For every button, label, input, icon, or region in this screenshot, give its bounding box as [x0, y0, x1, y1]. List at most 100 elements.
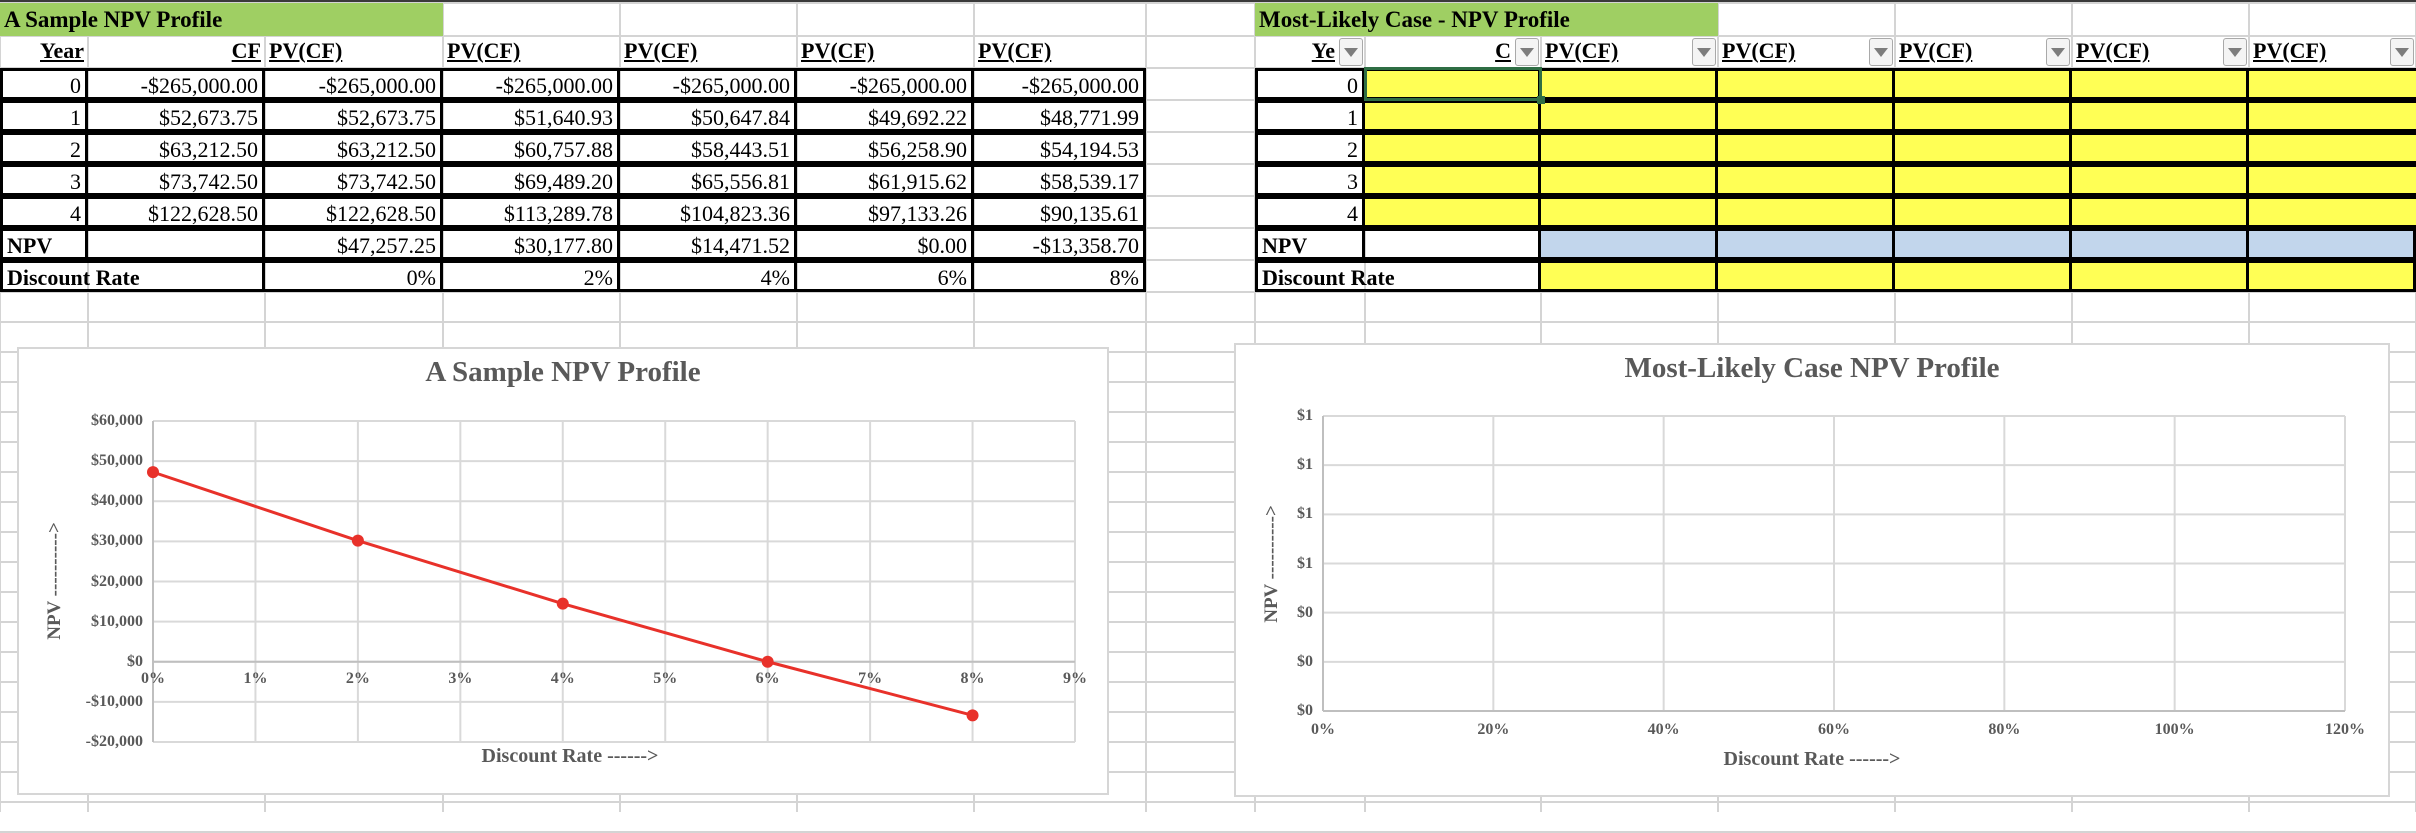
input-cell[interactable]	[1365, 196, 1541, 228]
filter-dropdown-icon[interactable]	[1339, 38, 1363, 66]
column-header[interactable]: Year	[40, 38, 84, 63]
npv-value-cell[interactable]: $30,177.80	[443, 228, 620, 260]
year-cell[interactable]: 4	[0, 196, 88, 228]
year-cell[interactable]: 0	[0, 68, 88, 100]
input-cell[interactable]	[1895, 132, 2072, 164]
data-point-marker[interactable]	[351, 534, 364, 547]
value-cell[interactable]: $90,135.61	[974, 196, 1146, 228]
value-cell[interactable]: $52,673.75	[265, 100, 443, 132]
value-cell[interactable]: $122,628.50	[88, 196, 265, 228]
input-cell[interactable]	[2072, 132, 2249, 164]
year-cell[interactable]: 3	[1255, 164, 1365, 196]
input-cell[interactable]	[1541, 68, 1718, 100]
input-cell[interactable]	[1541, 196, 1718, 228]
filter-dropdown-icon[interactable]	[1869, 38, 1893, 66]
value-cell[interactable]: $54,194.53	[974, 132, 1146, 164]
discount-rate-input-cell[interactable]	[2072, 260, 2249, 292]
value-cell[interactable]: $73,742.50	[265, 164, 443, 196]
value-cell[interactable]: $51,640.93	[443, 100, 620, 132]
discount-rate-input-cell[interactable]	[1718, 260, 1895, 292]
column-header[interactable]: PV(CF)	[1545, 38, 1619, 63]
value-cell[interactable]: $48,771.99	[974, 100, 1146, 132]
value-cell[interactable]: -$265,000.00	[88, 68, 265, 100]
value-cell[interactable]: $56,258.90	[797, 132, 974, 164]
value-cell[interactable]: $52,673.75	[88, 100, 265, 132]
value-cell[interactable]: $61,915.62	[797, 164, 974, 196]
npv-output-cell[interactable]	[2249, 228, 2416, 260]
input-cell[interactable]	[2072, 164, 2249, 196]
column-header[interactable]: Ye	[1311, 38, 1335, 63]
input-cell[interactable]	[2249, 164, 2416, 196]
data-point-marker[interactable]	[556, 597, 569, 610]
filter-dropdown-icon[interactable]	[1515, 38, 1539, 66]
discount-rate-input-cell[interactable]	[2249, 260, 2416, 292]
value-cell[interactable]: $113,289.78	[443, 196, 620, 228]
value-cell[interactable]: $58,443.51	[620, 132, 797, 164]
npv-value-cell[interactable]: $47,257.25	[265, 228, 443, 260]
input-cell[interactable]	[2072, 68, 2249, 100]
discount-rate-cell[interactable]: 0%	[265, 260, 443, 292]
year-cell[interactable]: 0	[1255, 68, 1365, 100]
column-header[interactable]: PV(CF)	[2253, 38, 2327, 63]
column-header[interactable]: PV(CF)	[1722, 38, 1796, 63]
year-cell[interactable]: 2	[0, 132, 88, 164]
input-cell[interactable]	[1895, 164, 2072, 196]
column-header[interactable]: PV(CF)	[801, 38, 875, 63]
data-point-marker[interactable]	[966, 709, 979, 722]
input-cell[interactable]	[1718, 68, 1895, 100]
value-cell[interactable]: -$265,000.00	[974, 68, 1146, 100]
value-cell[interactable]: $49,692.22	[797, 100, 974, 132]
column-header[interactable]: CF	[231, 38, 261, 63]
input-cell[interactable]	[1365, 164, 1541, 196]
filter-dropdown-icon[interactable]	[2223, 38, 2247, 66]
discount-rate-cell[interactable]: 6%	[797, 260, 974, 292]
discount-rate-input-cell[interactable]	[1541, 260, 1718, 292]
empty-cell[interactable]	[88, 228, 265, 260]
value-cell[interactable]: $58,539.17	[974, 164, 1146, 196]
input-cell[interactable]	[1541, 100, 1718, 132]
year-cell[interactable]: 3	[0, 164, 88, 196]
input-cell[interactable]	[1718, 132, 1895, 164]
input-cell[interactable]	[2249, 196, 2416, 228]
column-header[interactable]: C	[1495, 38, 1511, 63]
column-header[interactable]: PV(CF)	[269, 38, 343, 63]
input-cell[interactable]	[1365, 132, 1541, 164]
npv-output-cell[interactable]	[2072, 228, 2249, 260]
column-header[interactable]: PV(CF)	[447, 38, 521, 63]
filter-dropdown-icon[interactable]	[2390, 38, 2414, 66]
value-cell[interactable]: $60,757.88	[443, 132, 620, 164]
input-cell[interactable]	[1365, 100, 1541, 132]
npv-value-cell[interactable]: $0.00	[797, 228, 974, 260]
value-cell[interactable]: -$265,000.00	[265, 68, 443, 100]
npv-label[interactable]: NPV	[1255, 228, 1365, 260]
year-cell[interactable]: 1	[1255, 100, 1365, 132]
value-cell[interactable]: $63,212.50	[265, 132, 443, 164]
discount-rate-label[interactable]: Discount Rate	[0, 260, 265, 292]
column-header[interactable]: PV(CF)	[1899, 38, 1973, 63]
year-cell[interactable]: 4	[1255, 196, 1365, 228]
discount-rate-input-cell[interactable]	[1895, 260, 2072, 292]
selected-cell-outline[interactable]	[1364, 67, 1542, 101]
value-cell[interactable]: $50,647.84	[620, 100, 797, 132]
value-cell[interactable]: $65,556.81	[620, 164, 797, 196]
input-cell[interactable]	[1895, 196, 2072, 228]
input-cell[interactable]	[1895, 100, 2072, 132]
input-cell[interactable]	[1541, 164, 1718, 196]
table-title[interactable]: A Sample NPV Profile	[0, 3, 265, 36]
fill-handle[interactable]	[1537, 96, 1545, 104]
input-cell[interactable]	[2249, 132, 2416, 164]
year-cell[interactable]: 2	[1255, 132, 1365, 164]
input-cell[interactable]	[2072, 196, 2249, 228]
filter-dropdown-icon[interactable]	[2046, 38, 2070, 66]
value-cell[interactable]: $122,628.50	[265, 196, 443, 228]
npv-value-cell[interactable]: -$13,358.70	[974, 228, 1146, 260]
table-title[interactable]: Most-Likely Case - NPV Profile	[1255, 3, 1718, 36]
input-cell[interactable]	[1541, 132, 1718, 164]
discount-rate-cell[interactable]: 2%	[443, 260, 620, 292]
data-point-marker[interactable]	[761, 655, 774, 668]
input-cell[interactable]	[1718, 164, 1895, 196]
year-cell[interactable]: 1	[0, 100, 88, 132]
input-cell[interactable]	[2249, 100, 2416, 132]
discount-rate-cell[interactable]: 8%	[974, 260, 1146, 292]
npv-label[interactable]: NPV	[0, 228, 88, 260]
